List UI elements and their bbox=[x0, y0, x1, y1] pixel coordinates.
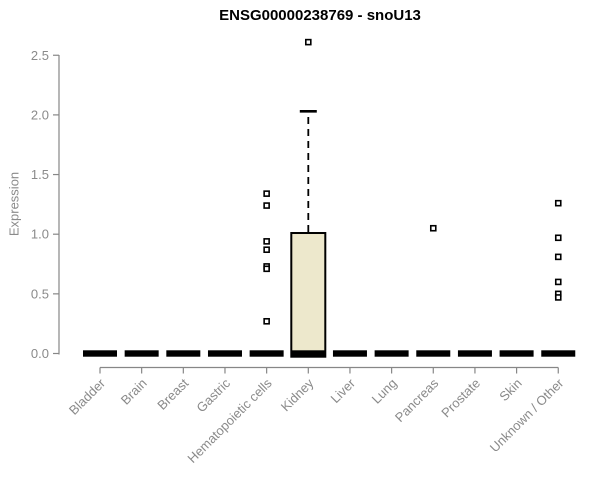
x-tick-label: Prostate bbox=[438, 376, 483, 421]
x-tick-label: Lung bbox=[369, 376, 400, 407]
box-skin bbox=[499, 350, 534, 357]
outlier-point-unknown-other bbox=[554, 234, 562, 242]
outlier-point-unknown-other bbox=[554, 199, 562, 207]
y-tick-label: 0.5 bbox=[31, 286, 49, 301]
outlier-point-hematopoietic-cells bbox=[263, 238, 270, 245]
outlier-point-hematopoietic-cells bbox=[263, 190, 270, 197]
x-tick-label: Liver bbox=[328, 375, 359, 406]
y-tick-label: 1.5 bbox=[31, 167, 49, 182]
outlier-point-kidney bbox=[304, 38, 312, 46]
x-tick-label: Pancreas bbox=[392, 375, 442, 425]
x-tick-label: Unknown / Other bbox=[487, 375, 567, 455]
box-hematopoietic-cells bbox=[249, 350, 284, 357]
x-tick-label: Kidney bbox=[278, 375, 317, 414]
box-liver bbox=[332, 350, 367, 357]
x-tick-label: Breast bbox=[154, 375, 191, 412]
box-unknown-other bbox=[541, 350, 576, 357]
box-breast bbox=[166, 350, 201, 357]
y-tick-label: 1.0 bbox=[31, 227, 49, 242]
median-kidney bbox=[291, 350, 326, 357]
box-brain bbox=[124, 350, 159, 357]
y-tick-label: 2.5 bbox=[31, 48, 49, 63]
x-tick-label: Skin bbox=[496, 376, 524, 404]
outlier-point-unknown-other bbox=[554, 253, 562, 261]
chart-title: ENSG00000238769 - snoU13 bbox=[219, 7, 421, 24]
box-pancreas bbox=[416, 350, 451, 357]
outlier-point-hematopoietic-cells bbox=[263, 317, 270, 325]
outlier-point-hematopoietic-cells bbox=[263, 265, 270, 273]
box-gastric bbox=[207, 350, 242, 357]
box-prostate bbox=[457, 350, 492, 357]
outlier-point-pancreas bbox=[429, 224, 437, 232]
y-tick-label: 2.0 bbox=[31, 107, 49, 122]
outlier-point-unknown-other bbox=[554, 294, 562, 301]
box-bladder bbox=[83, 350, 117, 357]
outlier-point-unknown-other bbox=[554, 278, 562, 286]
box-lung bbox=[374, 350, 409, 357]
outlier-point-hematopoietic-cells bbox=[263, 202, 270, 209]
x-tick-label: Gastric bbox=[193, 375, 233, 415]
y-tick-label: 0.0 bbox=[31, 346, 49, 361]
x-tick-label: Bladder bbox=[66, 375, 109, 418]
box-kidney bbox=[290, 232, 327, 358]
outlier-point-hematopoietic-cells bbox=[263, 246, 270, 254]
x-tick-label: Brain bbox=[118, 376, 150, 408]
